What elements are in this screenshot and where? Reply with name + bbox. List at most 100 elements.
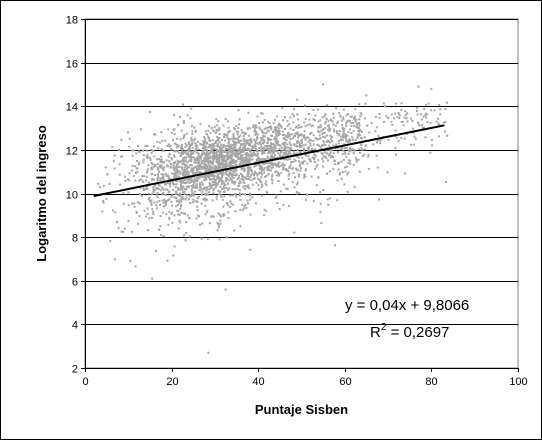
data-point-2800 <box>211 149 214 152</box>
data-point-729 <box>203 176 206 179</box>
data-point-2045 <box>101 210 104 213</box>
data-point-1713 <box>220 194 223 197</box>
data-point-2446 <box>331 155 334 158</box>
data-point-14 <box>253 138 256 141</box>
data-point-1652 <box>235 151 237 154</box>
data-point-549 <box>207 176 210 178</box>
data-point-1467 <box>260 176 263 179</box>
data-point-1857 <box>248 194 251 197</box>
data-point-1708 <box>249 198 252 201</box>
data-point-2902 <box>231 174 234 177</box>
data-point-2504 <box>209 132 212 135</box>
data-point-2705 <box>229 153 232 156</box>
data-point-2682 <box>277 124 280 127</box>
data-point-1969 <box>180 182 183 185</box>
data-point-1700 <box>278 133 281 135</box>
data-point-671 <box>430 109 433 112</box>
data-point-1932 <box>283 138 286 141</box>
data-point-167 <box>255 139 258 142</box>
data-point-770 <box>261 137 264 140</box>
data-point-1293 <box>128 145 131 148</box>
data-point-843 <box>165 203 167 206</box>
data-point-324 <box>157 173 159 176</box>
data-point-2090 <box>169 178 172 181</box>
data-point-2893 <box>328 153 331 156</box>
data-point-1425 <box>277 172 280 175</box>
data-point-575 <box>357 122 360 125</box>
data-point-1956 <box>325 140 328 143</box>
data-point-1825 <box>266 137 269 140</box>
data-point-1853 <box>181 151 183 153</box>
data-point-1717 <box>243 143 246 146</box>
data-point-498 <box>397 139 400 142</box>
data-point-1365 <box>197 148 200 151</box>
data-point-358 <box>182 162 185 165</box>
data-point-2086 <box>216 154 219 157</box>
data-point-1309 <box>347 113 350 115</box>
data-point-36 <box>291 181 294 183</box>
data-point-75 <box>394 146 397 149</box>
x-axis-title: Puntaje Sisben <box>255 402 348 417</box>
data-point-2521 <box>236 153 239 156</box>
data-point-2168 <box>309 158 312 161</box>
data-point-2451 <box>227 152 230 155</box>
data-point-2629 <box>173 167 176 170</box>
data-point-815 <box>295 183 298 186</box>
data-point-2980 <box>446 134 449 137</box>
data-point-537 <box>251 148 254 151</box>
data-point-1366 <box>191 171 194 174</box>
data-point-2391 <box>266 166 269 169</box>
data-point-2477 <box>256 135 259 138</box>
data-point-2987 <box>220 163 223 166</box>
data-point-757 <box>282 141 285 144</box>
data-point-2297 <box>180 160 183 163</box>
data-point-785 <box>314 168 317 170</box>
data-point-869 <box>312 143 315 146</box>
data-point-1955 <box>231 154 234 157</box>
data-point-2253 <box>212 173 215 176</box>
data-point-2905 <box>210 126 213 129</box>
data-point-710 <box>333 128 335 131</box>
data-point-2121 <box>243 149 246 152</box>
y-tick-label-12: 12 <box>66 146 78 158</box>
data-point-2262 <box>359 151 362 154</box>
data-point-1787 <box>235 169 238 172</box>
data-point-2763 <box>281 130 284 133</box>
data-point-2160 <box>191 132 194 135</box>
data-point-2497 <box>169 162 172 165</box>
data-point-2827 <box>243 170 246 173</box>
data-point-1679 <box>234 141 237 144</box>
data-point-1646 <box>269 152 272 155</box>
data-point-873 <box>105 197 108 200</box>
data-point-2311 <box>198 177 201 180</box>
data-point-1999 <box>275 170 278 173</box>
data-point-813 <box>300 145 303 148</box>
data-point-1618 <box>294 132 297 135</box>
data-point-870 <box>168 160 171 163</box>
data-point-937 <box>191 194 194 197</box>
data-point-1394 <box>338 133 341 135</box>
data-point-252 <box>173 196 176 199</box>
data-point-2460 <box>214 154 217 157</box>
data-point-614 <box>171 158 174 161</box>
data-point-2888 <box>293 135 296 137</box>
data-point-459 <box>194 137 197 140</box>
data-point-2565 <box>126 178 129 181</box>
data-point-1534 <box>248 178 251 181</box>
data-point-2533 <box>277 127 280 130</box>
data-point-1530 <box>195 151 198 154</box>
data-point-1221 <box>144 144 147 147</box>
data-point-2875 <box>360 143 363 146</box>
data-point-1989 <box>177 186 180 189</box>
data-point-887 <box>223 187 226 190</box>
data-point-1457 <box>180 200 183 203</box>
data-point-1376 <box>301 162 304 165</box>
data-point-2519 <box>207 162 210 165</box>
data-point-547 <box>303 160 306 163</box>
data-point-590 <box>315 165 318 168</box>
data-point-2525 <box>238 179 241 182</box>
data-point-438 <box>219 219 222 222</box>
data-point-1860 <box>280 150 282 153</box>
data-point-579 <box>146 171 149 174</box>
data-point-1823 <box>276 174 278 177</box>
